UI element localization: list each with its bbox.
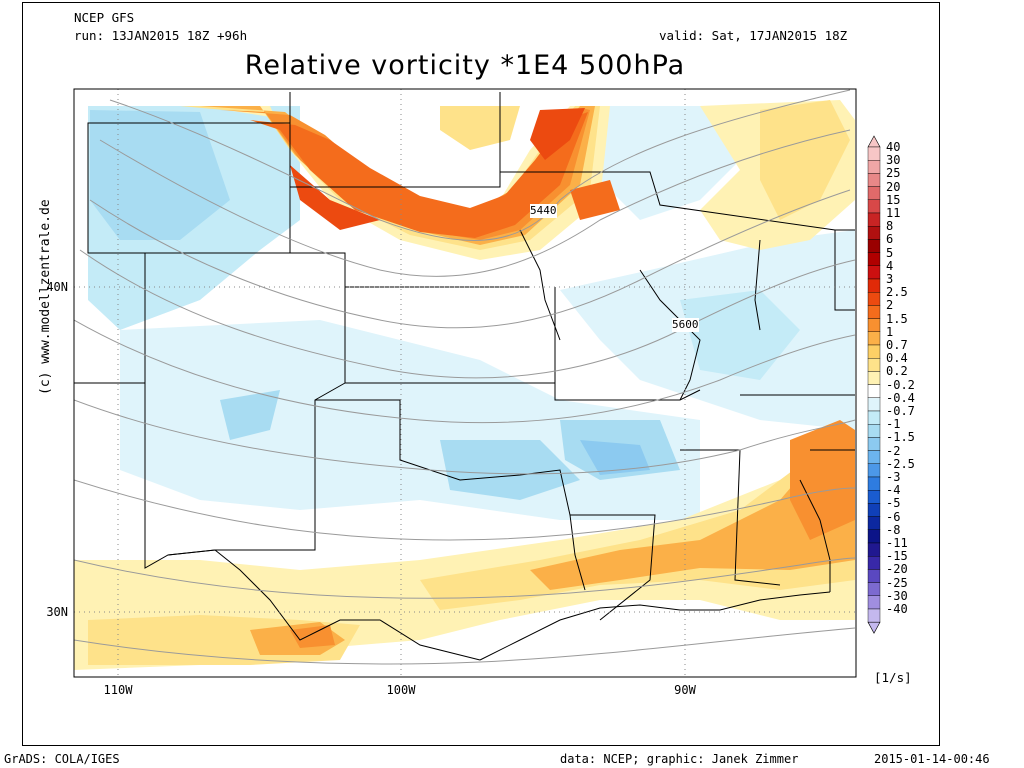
state-boundaries	[74, 92, 855, 661]
colorbar-level-label: -40	[886, 602, 908, 616]
map-frame	[73, 88, 857, 678]
colorbar-swatch	[867, 608, 881, 623]
colorbar-swatch	[867, 556, 881, 570]
graticule	[74, 89, 856, 677]
colorbar-swatch	[867, 476, 881, 491]
lon-label-90w: 90W	[674, 683, 696, 697]
colorbar-level-label: -0.4	[886, 390, 915, 405]
colorbar-swatch	[867, 331, 881, 346]
colorbar-level-label: 0.7	[886, 338, 908, 352]
footer-center: data: NCEP; graphic: Janek Zimmer	[560, 752, 799, 766]
colorbar-swatch	[867, 146, 881, 161]
colorbar-swatch	[867, 582, 881, 596]
colorbar-level-label: -3	[886, 470, 901, 484]
credit-text: (c) www.modellzentrale.de	[38, 199, 53, 395]
contour-label-5440: 5440	[530, 204, 557, 218]
colorbar-level-label: 15	[886, 192, 901, 207]
lon-label-110w: 110W	[103, 683, 133, 697]
colorbar-swatch	[867, 265, 881, 280]
colorbar-swatch	[867, 463, 881, 478]
colorbar-swatch	[867, 292, 881, 306]
colorbar-swatch	[867, 529, 881, 544]
colorbar-level-label: 5	[886, 245, 894, 260]
colorbar-level-label: -15	[886, 549, 908, 564]
valid-time: valid: Sat, 17JAN2015 18Z	[659, 28, 848, 43]
colorbar-swatch	[867, 159, 881, 174]
colorbar-level-label: -25	[886, 575, 908, 590]
colorbar-arrow-top	[867, 135, 881, 148]
colorbar-level-label: -4	[886, 483, 901, 498]
colorbar-level-label: -6	[886, 509, 901, 524]
colorbar-arrow-bottom	[867, 621, 881, 634]
colorbar-swatch	[867, 384, 881, 399]
colorbar-swatch	[867, 278, 881, 293]
colorbar-level-label: 1	[886, 324, 894, 339]
colorbar-swatch	[867, 252, 881, 267]
colorbar-level-label: -5	[886, 496, 901, 511]
colorbar-level-label: -1.5	[886, 430, 915, 445]
colorbar-level-label: 3	[886, 272, 894, 286]
colorbar-swatch	[867, 358, 881, 372]
colorbar-level-label: 8	[886, 219, 894, 234]
colorbar-level-label: 1.5	[886, 311, 908, 326]
colorbar-swatch	[867, 173, 881, 187]
height-contours	[74, 89, 856, 665]
figure-frame	[22, 2, 940, 746]
colorbar-level-label: -0.2	[886, 377, 915, 392]
lat-label-30n: 30N	[46, 605, 68, 619]
colorbar-swatch	[867, 344, 881, 359]
colorbar-level-label: -2	[886, 443, 901, 458]
colorbar-swatch	[867, 516, 881, 530]
colorbar-level-label: 0.4	[886, 351, 908, 366]
colorbar-level-label: 2.5	[886, 285, 908, 300]
footer-right: 2015-01-14-00:46	[874, 752, 990, 766]
colorbar-swatch	[867, 503, 881, 517]
colorbar-unit: [1/s]	[874, 670, 912, 685]
colorbar-swatch	[867, 569, 881, 583]
lon-label-100w: 100W	[386, 683, 416, 697]
colorbar-swatch	[867, 424, 881, 438]
colorbar-swatch	[867, 397, 881, 412]
lat-label-40n: 40N	[46, 280, 68, 294]
colorbar-swatch	[867, 410, 881, 425]
colorbar-level-label: 6	[886, 232, 894, 247]
colorbar-level-label: 20	[886, 179, 901, 194]
colorbar-swatch	[867, 437, 881, 451]
colorbar-swatch	[867, 186, 881, 201]
colorbar-swatch	[867, 318, 881, 333]
colorbar-level-label: 30	[886, 153, 901, 168]
colorbar-swatch	[867, 595, 881, 610]
model-name: NCEP GFS	[74, 10, 135, 25]
colorbar-level-label: 2	[886, 298, 894, 313]
vorticity-field	[74, 89, 856, 677]
colorbar-level-label: -30	[886, 588, 908, 603]
map-title: Relative vorticity *1E4 500hPa	[244, 50, 686, 81]
colorbar-level-label: 4	[886, 258, 894, 273]
colorbar-swatch	[867, 371, 881, 385]
colorbar-swatch	[867, 225, 881, 240]
colorbar-level-label: -0.7	[886, 404, 915, 418]
colorbar-level-label: 40	[886, 140, 901, 154]
colorbar-swatch	[867, 450, 881, 465]
colorbar-level-label: -2.5	[886, 456, 915, 471]
footer-left: GrADS: COLA/IGES	[4, 752, 120, 766]
colorbar-swatch	[867, 305, 881, 319]
run-time: run: 13JAN2015 18Z +96h	[74, 28, 248, 43]
colorbar-swatch	[867, 239, 881, 253]
colorbar	[867, 135, 881, 634]
colorbar-swatch	[867, 542, 881, 557]
colorbar-swatch	[867, 199, 881, 214]
colorbar-level-label: 0.2	[886, 364, 908, 379]
colorbar-level-label: 25	[886, 166, 901, 181]
contour-label-5600: 5600	[672, 318, 699, 332]
colorbar-level-label: -11	[886, 536, 908, 550]
colorbar-level-label: -8	[886, 522, 901, 537]
colorbar-swatch	[867, 212, 881, 227]
colorbar-level-label: -1	[886, 417, 901, 432]
colorbar-level-label: 11	[886, 206, 901, 220]
colorbar-level-label: -20	[886, 562, 908, 577]
colorbar-swatch	[867, 490, 881, 504]
